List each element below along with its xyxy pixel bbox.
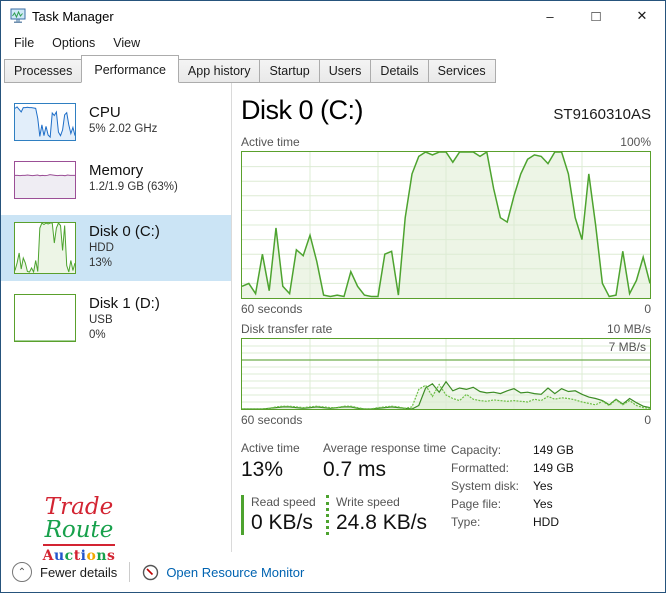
memory-subtitle: 1.2/1.9 GB (63%) <box>89 181 178 193</box>
detail-formatted: Formatted: 149 GB <box>451 461 574 475</box>
transfer-rate-max-label: 10 MB/s <box>606 322 651 336</box>
content-area: CPU 5% 2.02 GHz Memory 1.2/1.9 GB (63%) … <box>1 83 665 552</box>
avg-response-stat-value: 0.7 ms <box>323 458 387 481</box>
disk1-mini-chart <box>14 294 76 342</box>
disk-detail-panel: Disk 0 (C:) ST9160310AS Active time 100%… <box>232 83 665 552</box>
avg-response-stat-label: Average response time <box>323 441 447 455</box>
sidebar-item-memory[interactable]: Memory 1.2/1.9 GB (63%) <box>1 154 231 206</box>
maximize-button[interactable]: □ <box>591 7 601 25</box>
trade-route-auctions-logo: Trade Route Auctions <box>39 496 119 564</box>
disk-details-table: Capacity: 149 GB Formatted: 149 GB Syste… <box>451 441 574 535</box>
active-time-max-label: 100% <box>620 135 651 149</box>
memory-mini-chart <box>14 161 76 199</box>
memory-title: Memory <box>89 162 144 179</box>
disk0-usage: 13% <box>89 257 113 269</box>
footer-divider <box>129 562 131 582</box>
transfer-rate-axis-right: 0 <box>644 413 651 427</box>
menu-bar: File Options View <box>1 31 665 55</box>
resource-monitor-icon <box>143 564 159 580</box>
logo-trade: Trade <box>44 494 114 520</box>
transfer-rate-inner-label: 7 MB/s <box>608 340 646 354</box>
disk1-type: USB <box>89 314 113 326</box>
active-time-chart-label: Active time <box>241 135 300 149</box>
write-speed-value: 24.8 KB/s <box>336 511 428 534</box>
logo-rule <box>43 544 115 546</box>
disk1-usage: 0% <box>89 329 106 341</box>
write-speed-label: Write speed <box>336 495 400 509</box>
cpu-mini-chart <box>14 103 76 141</box>
minimize-button[interactable]: – <box>546 8 554 24</box>
task-manager-icon <box>10 8 26 23</box>
transfer-rate-chart-label: Disk transfer rate <box>241 322 333 336</box>
performance-sidebar: CPU 5% 2.02 GHz Memory 1.2/1.9 GB (63%) … <box>1 83 232 552</box>
active-time-stat-value: 13% <box>241 458 284 481</box>
active-time-axis-left: 60 seconds <box>241 302 303 316</box>
window-title: Task Manager <box>32 8 114 24</box>
tab-processes[interactable]: Processes <box>4 59 83 83</box>
disk-stats: Active time 13% Average response time 0.… <box>241 441 651 535</box>
menu-file[interactable]: File <box>14 36 35 50</box>
menu-view[interactable]: View <box>113 36 141 50</box>
close-button[interactable]: ✕ <box>636 8 648 23</box>
read-speed-block: Read speed 0 KB/s <box>241 495 330 535</box>
sidebar-item-disk0[interactable]: Disk 0 (C:) HDD 13% <box>1 215 231 281</box>
tab-users[interactable]: Users <box>318 59 372 83</box>
disk1-title: Disk 1 (D:) <box>89 295 160 312</box>
tab-details[interactable]: Details <box>370 59 429 83</box>
read-speed-value: 0 KB/s <box>251 511 313 534</box>
cpu-subtitle: 5% 2.02 GHz <box>89 123 158 135</box>
detail-page-file: Page file: Yes <box>451 497 553 511</box>
open-resource-monitor-link[interactable]: Open Resource Monitor <box>166 564 305 580</box>
transfer-rate-chart: 7 MB/s <box>241 338 651 410</box>
menu-options[interactable]: Options <box>52 36 96 50</box>
tab-performance[interactable]: Performance <box>81 55 179 83</box>
tab-startup[interactable]: Startup <box>259 59 320 83</box>
disk0-type: HDD <box>89 242 114 254</box>
tab-strip: Processes Performance App history Startu… <box>1 55 665 83</box>
footer-bar: ⌃ Fewer details Open Resource Monitor <box>1 556 665 588</box>
transfer-rate-axis-left: 60 seconds <box>241 413 303 427</box>
title-bar: Task Manager – □ ✕ <box>1 1 665 31</box>
device-model: ST9160310AS <box>553 106 651 123</box>
logo-route: Route <box>44 517 114 543</box>
active-time-chart <box>241 151 651 299</box>
active-time-axis-right: 0 <box>644 302 651 316</box>
fewer-details-button[interactable]: Fewer details <box>40 564 118 580</box>
detail-capacity: Capacity: 149 GB <box>451 443 574 457</box>
read-speed-label: Read speed <box>251 495 316 509</box>
detail-system-disk: System disk: Yes <box>451 479 553 493</box>
disk0-title: Disk 0 (C:) <box>89 223 160 240</box>
detail-type: Type: HDD <box>451 515 559 529</box>
tab-app-history[interactable]: App history <box>177 59 261 83</box>
tab-services[interactable]: Services <box>427 59 496 83</box>
page-title: Disk 0 (C:) <box>241 95 364 125</box>
chevron-up-icon[interactable]: ⌃ <box>12 562 32 582</box>
write-speed-block: Write speed 24.8 KB/s <box>326 495 427 535</box>
sidebar-item-disk1[interactable]: Disk 1 (D:) USB 0% <box>1 287 231 350</box>
logo-auctions: Auctions <box>42 548 116 564</box>
active-time-stat-label: Active time <box>241 441 300 455</box>
disk0-mini-chart <box>14 222 76 274</box>
cpu-title: CPU <box>89 104 121 121</box>
sidebar-item-cpu[interactable]: CPU 5% 2.02 GHz <box>1 96 231 148</box>
